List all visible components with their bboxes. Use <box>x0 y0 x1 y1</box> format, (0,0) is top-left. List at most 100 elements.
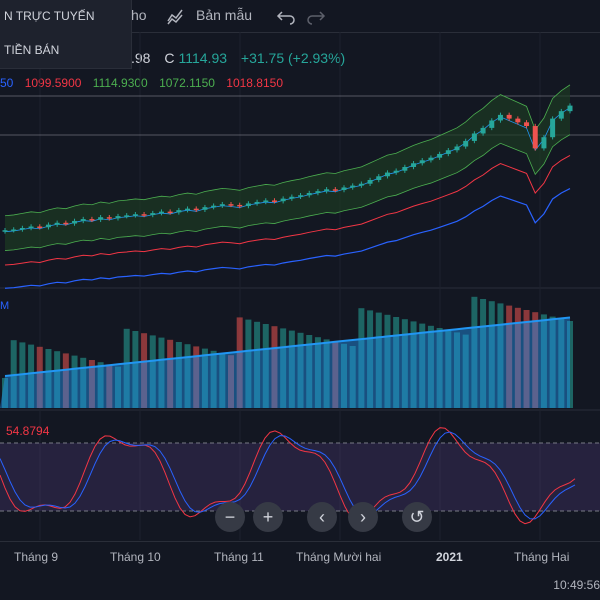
candle <box>350 185 356 188</box>
volume-bar <box>71 355 78 408</box>
volume-bar <box>271 326 278 408</box>
volume-bar <box>62 353 69 408</box>
volume-bar <box>358 308 365 408</box>
volume-bar <box>80 357 87 408</box>
price-chart[interactable] <box>0 32 600 541</box>
candle <box>367 180 373 184</box>
candle <box>289 196 295 199</box>
volume-bar <box>280 328 287 408</box>
scroll-right-button[interactable]: › <box>348 502 378 532</box>
volume-bar <box>332 341 339 408</box>
reset-chart-button[interactable]: ↺ <box>402 502 432 532</box>
candle <box>315 191 321 194</box>
rsi-band <box>0 443 600 511</box>
volume-bar <box>540 314 547 408</box>
volume-bar <box>254 321 261 408</box>
candle <box>324 189 330 192</box>
time-axis-label: 2021 <box>436 550 463 564</box>
indicator-value: 1099.5900 <box>24 76 82 90</box>
candle <box>185 208 191 211</box>
redo-icon[interactable] <box>306 6 326 26</box>
candle <box>80 219 86 221</box>
volume-bar <box>306 335 313 408</box>
indicator-value: 1072.1150 <box>159 76 215 90</box>
volume-bar <box>349 346 356 408</box>
dropdown-item-premarket[interactable]: TIỀN BÁN <box>4 43 60 57</box>
candle <box>2 230 8 232</box>
candle <box>454 146 460 151</box>
volume-bar <box>323 339 330 408</box>
candle <box>72 220 78 224</box>
volume-bar <box>297 332 304 408</box>
templates-icon[interactable] <box>166 6 186 26</box>
session-dropdown[interactable]: N TRỰC TUYẾN TIỀN BÁN <box>0 0 132 69</box>
upper-band <box>4 84 571 217</box>
volume-bar <box>375 312 382 408</box>
candle <box>298 195 304 197</box>
candle <box>393 170 399 173</box>
candle <box>437 153 443 158</box>
candle <box>541 137 547 149</box>
volume-bar <box>454 332 460 408</box>
candle <box>124 215 130 217</box>
volume-bar <box>36 346 43 408</box>
dropdown-item-online[interactable]: N TRỰC TUYẾN <box>4 9 95 23</box>
volume-bar <box>480 299 487 408</box>
volume-bar <box>419 323 426 408</box>
candle <box>263 200 269 202</box>
volume-bar <box>427 325 434 408</box>
volume-bar <box>193 346 200 408</box>
candle <box>28 226 34 229</box>
scroll-left-button[interactable]: ‹ <box>307 502 337 532</box>
bands-fill <box>5 84 570 251</box>
volume-bar <box>54 351 61 408</box>
volume-bar <box>132 331 139 408</box>
volume-bar <box>175 342 182 408</box>
candle <box>376 176 382 180</box>
volume-bar <box>436 328 443 408</box>
compare-button-label[interactable]: ho <box>131 7 147 23</box>
candle <box>193 208 199 211</box>
volume-bar <box>462 334 469 408</box>
candle <box>497 114 503 121</box>
time-axis[interactable]: Tháng 9 Tháng 10 Tháng 11 Tháng Mười hai… <box>0 541 600 568</box>
ohlc-partial-value: .98 <box>131 50 151 66</box>
zoom-in-button[interactable]: + <box>253 502 283 532</box>
volume-bar <box>201 348 208 408</box>
lower-band <box>4 134 571 251</box>
close-value: 1114.93 <box>178 50 228 66</box>
stoch-k-line <box>0 427 576 525</box>
candle <box>254 201 260 204</box>
volume-bar <box>567 321 573 408</box>
volume-bar <box>262 324 269 408</box>
candle <box>202 207 208 210</box>
time-axis-label: Tháng 10 <box>110 550 161 564</box>
volume-bar <box>167 339 174 408</box>
zoom-out-button[interactable]: − <box>215 502 245 532</box>
undo-icon[interactable] <box>276 6 296 26</box>
volume-bar <box>2 378 8 408</box>
volume-bar <box>471 296 478 408</box>
volume-bar <box>341 343 347 408</box>
time-axis-label: Tháng Hai <box>514 550 570 564</box>
clock: 10:49:56 <box>553 578 600 592</box>
candle <box>271 200 277 202</box>
candle <box>567 105 573 112</box>
candle <box>63 222 69 225</box>
candle <box>411 163 417 167</box>
volume-bar <box>393 317 400 408</box>
templates-button[interactable]: Bản mẫu <box>196 7 253 23</box>
stoch-d-line <box>0 431 576 520</box>
ma-line-red <box>4 154 571 266</box>
volume-bar <box>184 344 191 408</box>
candle <box>106 217 112 219</box>
candle <box>211 205 217 208</box>
volume-bar <box>445 330 452 408</box>
volume-bar <box>245 319 252 408</box>
volume-bar <box>384 314 391 408</box>
volume-bar <box>514 307 521 408</box>
candle <box>489 120 495 128</box>
volume-bar <box>97 362 104 408</box>
volume-bar <box>236 317 243 408</box>
candle <box>158 211 164 214</box>
